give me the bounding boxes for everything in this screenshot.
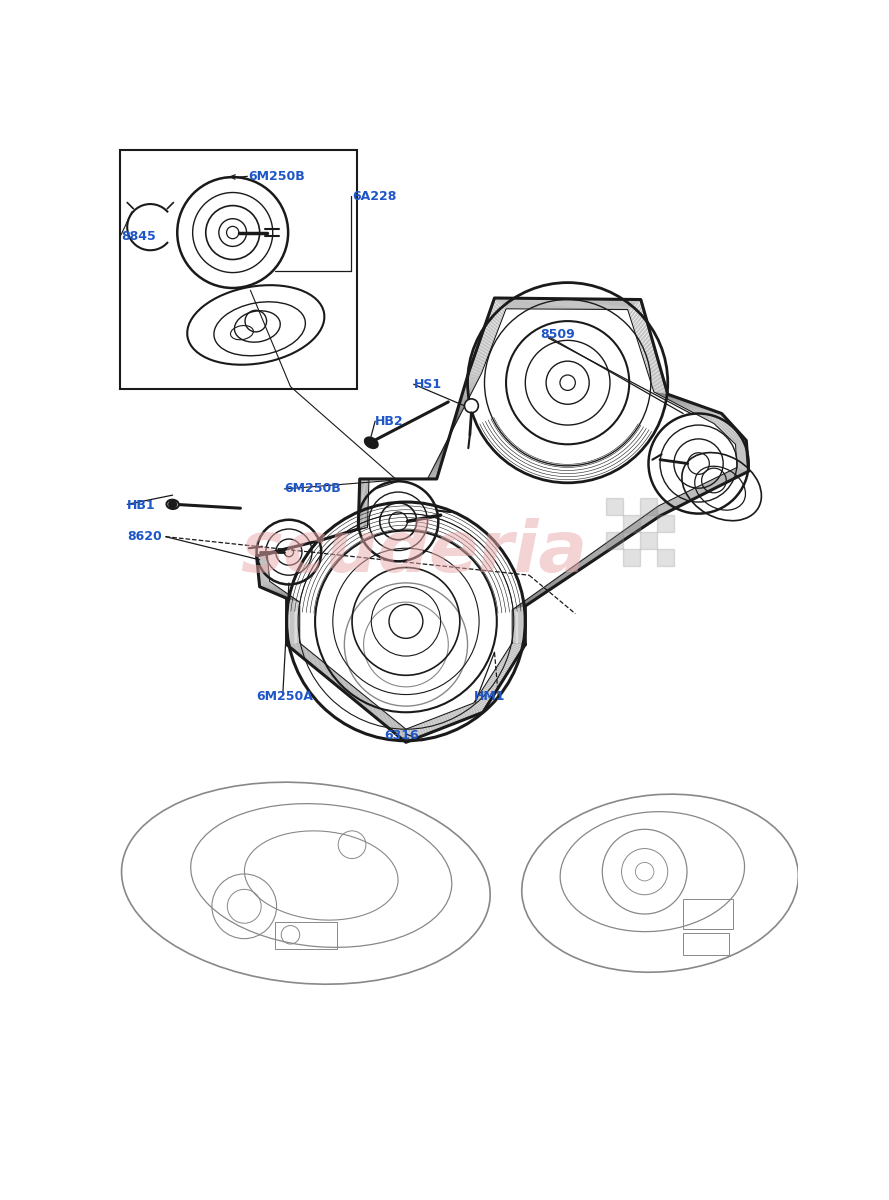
Bar bbox=[606, 532, 623, 550]
Text: scuderia: scuderia bbox=[240, 517, 588, 587]
Text: HM1: HM1 bbox=[474, 690, 505, 703]
Bar bbox=[683, 934, 729, 955]
Bar bbox=[640, 532, 657, 550]
Text: 8620: 8620 bbox=[127, 530, 162, 544]
Text: 6M250A: 6M250A bbox=[256, 690, 313, 703]
Bar bbox=[657, 550, 674, 566]
Text: HB2: HB2 bbox=[375, 415, 404, 427]
Bar bbox=[275, 922, 337, 949]
Ellipse shape bbox=[166, 499, 179, 509]
Bar bbox=[640, 498, 657, 515]
Bar bbox=[623, 515, 640, 532]
Bar bbox=[657, 515, 674, 532]
Bar bbox=[606, 498, 623, 515]
Text: 6316: 6316 bbox=[384, 728, 419, 742]
Circle shape bbox=[169, 500, 177, 509]
Text: 8509: 8509 bbox=[541, 329, 575, 342]
Text: HB1: HB1 bbox=[127, 499, 156, 512]
Bar bbox=[119, 150, 356, 389]
Text: HS1: HS1 bbox=[413, 378, 442, 391]
Bar bbox=[683, 899, 733, 929]
Text: 6A228: 6A228 bbox=[352, 190, 396, 203]
Text: 6M250B: 6M250B bbox=[248, 170, 305, 182]
Circle shape bbox=[464, 398, 478, 413]
Bar bbox=[623, 550, 640, 566]
Ellipse shape bbox=[364, 438, 378, 448]
Text: 8845: 8845 bbox=[121, 230, 156, 242]
Text: 6M250B: 6M250B bbox=[284, 482, 341, 496]
